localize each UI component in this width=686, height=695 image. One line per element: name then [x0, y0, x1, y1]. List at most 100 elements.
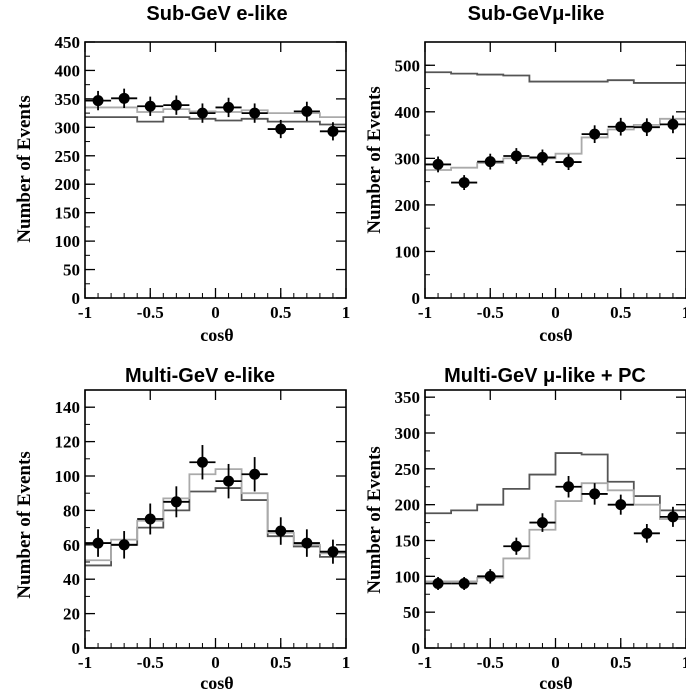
y-tick-label: 500: [395, 56, 421, 75]
data-point: [589, 128, 601, 140]
data-point: [667, 511, 679, 523]
data-point: [510, 150, 522, 162]
x-tick-label: 1: [682, 653, 686, 672]
panel-sub-gev-mu-like: Sub-GeVμ-like Number of Events cosθ -1 -0…: [364, 3, 686, 345]
panel-title: Sub-GeV e-like: [146, 3, 287, 25]
y-tick-label: 150: [55, 204, 81, 223]
y-tick-label: 20: [63, 605, 80, 624]
data-point: [667, 118, 679, 130]
y-tick-label: 100: [395, 242, 421, 261]
panel-sub-gev-e-like: Sub-GeV e-like Number of Events cosθ -1 -…: [14, 3, 350, 345]
data-point: [589, 488, 601, 500]
x-tick-label: 1: [682, 303, 686, 322]
data-point: [563, 481, 575, 493]
data-point: [641, 121, 653, 133]
data-point: [536, 517, 548, 529]
x-tick-label: 0.5: [270, 303, 291, 322]
data-point: [144, 513, 156, 525]
data-point: [144, 100, 156, 112]
data-point: [249, 107, 261, 119]
data-point: [249, 468, 261, 480]
y-tick-label: 120: [55, 433, 81, 452]
panel-title: Multi-GeV μ-like + PC: [444, 365, 646, 387]
data-point: [615, 499, 627, 511]
data-point: [563, 156, 575, 168]
data-point: [327, 546, 339, 558]
y-tick-label: 150: [395, 532, 421, 551]
x-tick-label: 0.5: [610, 303, 631, 322]
plot-frame: [84, 389, 347, 649]
x-tick-label: -1: [418, 653, 432, 672]
y-axis-title: Number of Events: [14, 95, 35, 242]
y-tick-label: 100: [395, 567, 421, 586]
x-tick-label: 1: [342, 303, 351, 322]
data-point: [118, 92, 130, 104]
panel-title: Multi-GeV e-like: [125, 365, 275, 387]
y-tick-label: 50: [63, 261, 80, 280]
y-tick-label: 450: [55, 33, 81, 52]
histogram-line-light: [425, 117, 686, 171]
data-point: [510, 540, 522, 552]
y-tick-label: 300: [55, 118, 81, 137]
data-point: [301, 537, 313, 549]
y-tick-label: 40: [63, 570, 80, 589]
data-point: [118, 539, 130, 551]
data-point: [432, 158, 444, 170]
x-axis-title: cosθ: [539, 673, 572, 693]
y-tick-label: 250: [395, 460, 421, 479]
data-point: [458, 578, 470, 589]
data-point: [615, 121, 627, 133]
y-tick-label: 350: [395, 388, 421, 407]
x-tick-label: -0.5: [477, 303, 504, 322]
x-axis-title: cosθ: [200, 325, 233, 345]
data-point: [484, 570, 496, 582]
data-point: [92, 537, 104, 549]
histogram-line-dark: [85, 116, 346, 126]
plot-area: -1 -0.5 0 0.5 1 0 50 100 150 200 250 300 350 400 450: [55, 33, 351, 322]
x-tick-label: 0: [551, 653, 560, 672]
data-point: [301, 105, 313, 117]
y-tick-label: 100: [55, 232, 81, 251]
x-tick-label: -1: [418, 303, 432, 322]
data-point: [275, 525, 287, 537]
y-tick-label: 80: [63, 501, 80, 520]
panel-multi-gev-mu-like-pc: Multi-GeV μ-like + PC Number of Events c…: [364, 365, 686, 693]
x-tick-label: 1: [342, 653, 351, 672]
x-tick-label: 0.5: [270, 653, 291, 672]
x-axis-title: cosθ: [200, 673, 233, 693]
y-tick-label: 300: [395, 149, 421, 168]
y-tick-label: 0: [412, 289, 421, 308]
x-tick-label: 0: [211, 653, 220, 672]
y-tick-label: 100: [55, 467, 81, 486]
plot-frame: [424, 389, 686, 649]
x-tick-label: -1: [78, 653, 92, 672]
y-tick-label: 350: [55, 90, 81, 109]
data-point: [536, 151, 548, 163]
plot-area: -1 -0.5 0 0.5 1 0 100 200 300 400 500: [395, 41, 686, 322]
y-tick-label: 300: [395, 424, 421, 443]
y-tick-label: 200: [395, 496, 421, 515]
data-point: [223, 475, 235, 487]
plot-frame: [424, 41, 686, 299]
y-tick-label: 400: [395, 103, 421, 122]
x-tick-label: 0.5: [610, 653, 631, 672]
x-tick-label: 0: [551, 303, 560, 322]
y-tick-label: 0: [412, 639, 421, 658]
x-tick-label: -0.5: [137, 303, 164, 322]
data-point: [196, 107, 208, 119]
y-tick-label: 50: [403, 603, 420, 622]
data-point: [327, 125, 339, 137]
data-point: [170, 99, 182, 111]
data-point: [458, 177, 470, 189]
histogram-line-dark: [425, 71, 686, 84]
y-axis-title: Number of Events: [14, 451, 35, 598]
y-tick-label: 200: [55, 175, 81, 194]
x-tick-label: -1: [78, 303, 92, 322]
y-tick-label: 0: [72, 639, 81, 658]
histogram-line-light: [85, 106, 346, 118]
panel-title: Sub-GeVμ-like: [468, 3, 605, 25]
data-point: [196, 456, 208, 468]
y-tick-label: 250: [55, 147, 81, 166]
panel-multi-gev-e-like: Multi-GeV e-like Number of Events cosθ -…: [14, 365, 350, 693]
